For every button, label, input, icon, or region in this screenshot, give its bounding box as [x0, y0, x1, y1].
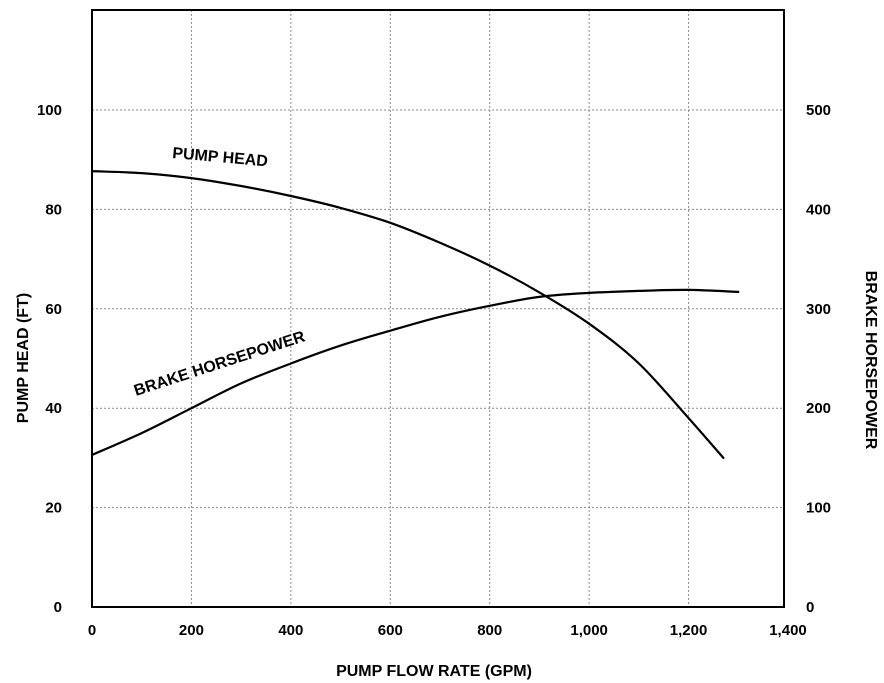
- pump-head-curve: [90, 170, 725, 459]
- plot-frame: [91, 9, 785, 608]
- x-tick-label: 800: [477, 622, 502, 639]
- x-axis-title: PUMP FLOW RATE (GPM): [336, 663, 532, 680]
- y-tick-label: 20: [45, 500, 62, 517]
- y-tick-label: 80: [45, 201, 62, 218]
- x-tick-label: 1,200: [670, 622, 708, 639]
- brake-horsepower-curve: [90, 288, 740, 456]
- x-tick-label: 1,000: [570, 622, 608, 639]
- x-tick-label: 1,400: [769, 622, 807, 639]
- series-layer: [90, 170, 740, 459]
- x-tick-label: 200: [179, 622, 204, 639]
- x-tick-label: 0: [88, 622, 96, 639]
- y-tick-label: 0: [54, 599, 62, 616]
- y-tick-label: 100: [37, 102, 62, 119]
- y-axis-title: PUMP HEAD (FT): [15, 293, 32, 423]
- brake-horsepower-curve-label: BRAKE HORSEPOWER: [132, 328, 308, 400]
- grid-lines: [92, 10, 784, 607]
- y2-axis-title: BRAKE HORSEPOWER: [862, 271, 879, 450]
- y2-tick-label: 200: [806, 400, 831, 417]
- y2-tick-label: 300: [806, 301, 831, 318]
- pump-head-curve-label: PUMP HEAD: [172, 145, 269, 170]
- tick-labels: 0 200 400 600 800 1,000 1,200 1,400 0 20 40 60 80 100…: [37, 102, 831, 639]
- y-tick-label: 60: [45, 301, 62, 318]
- y-tick-label: 40: [45, 400, 62, 417]
- y2-tick-label: 400: [806, 201, 831, 218]
- y2-tick-label: 500: [806, 102, 831, 119]
- x-tick-label: 600: [378, 622, 403, 639]
- x-tick-label: 400: [278, 622, 303, 639]
- y2-tick-label: 100: [806, 500, 831, 517]
- y2-tick-label: 0: [806, 599, 814, 616]
